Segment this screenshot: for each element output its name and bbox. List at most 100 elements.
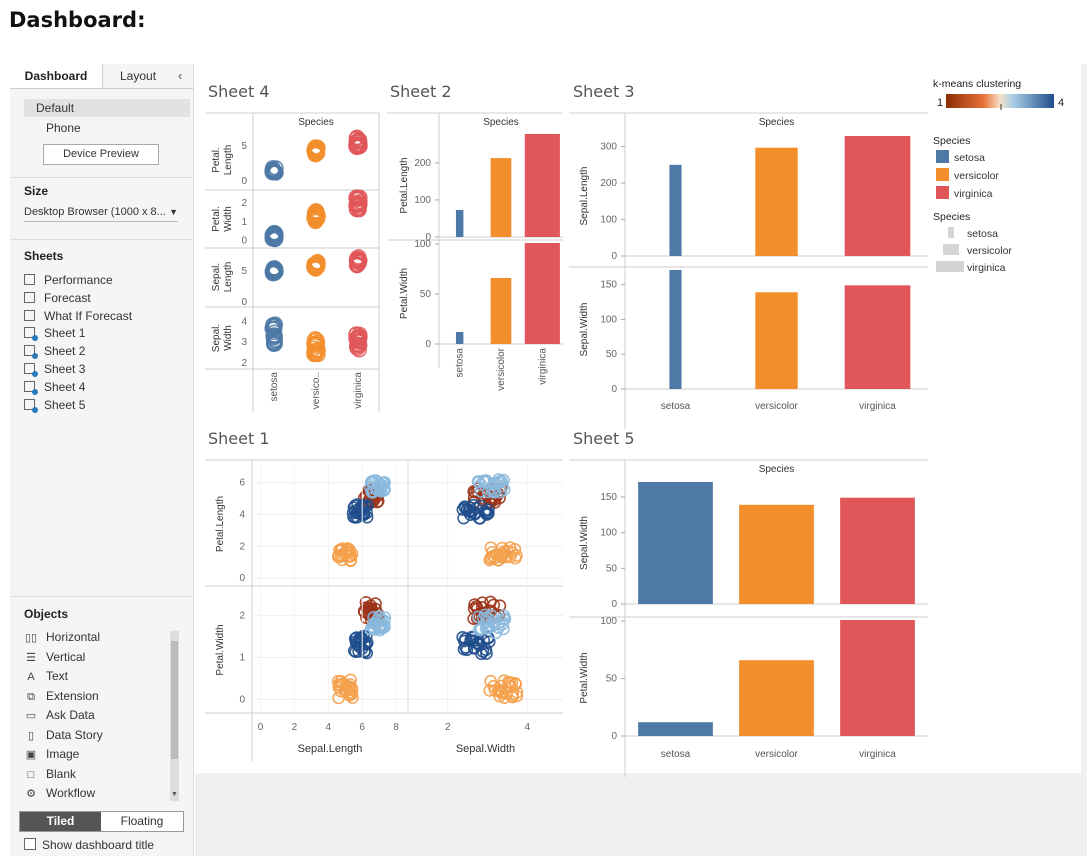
sheet-item-sheet-1[interactable]: Sheet 1 [24,325,85,342]
y-tick-label: 2 [241,358,247,369]
data-point [484,674,497,688]
size-heading: Size [24,184,49,198]
size-dropdown[interactable]: Desktop Browser (1000 x 8... ▼ [24,204,178,222]
data-point [505,676,519,689]
y-tick-label: 0 [239,694,245,705]
divider [10,177,193,178]
sheet-item-sheet-2[interactable]: Sheet 2 [24,343,85,360]
sheet1-title: Sheet 1 [208,429,270,448]
y-axis-label: Sepal.Length [579,167,590,226]
object-item-data-story[interactable]: ▯ Data Story [24,726,103,744]
data-point [335,542,349,555]
scroll-down-icon[interactable]: ▼ [171,791,178,798]
bar-setosa [638,722,713,736]
size-legend-swatch [936,261,964,272]
x-tick-label: 0 [258,722,264,733]
y-tick-label: 2 [239,610,245,621]
data-point [308,332,325,348]
data-point [506,690,519,704]
object-item-image[interactable]: ▣ Image [24,745,80,763]
object-item-ask-data[interactable]: ▭ Ask Data [24,706,95,724]
device-preview-button[interactable]: Device Preview [43,144,159,165]
bar-virginica [524,243,560,344]
data-point [265,334,282,351]
object-item-label: Text [46,669,69,683]
kmeans-max-label: 4 [1058,97,1064,109]
data-point [482,503,495,517]
y-tick-label: 0 [241,176,247,187]
object-item-extension[interactable]: ⧉ Extension [24,687,99,705]
species-header: Species [759,464,795,475]
data-point [268,263,284,280]
data-point [265,265,282,282]
y-tick-label: 5 [241,141,247,152]
size-legend-swatch [948,227,954,238]
device-phone[interactable]: Phone [46,121,81,135]
sheet-item-performance[interactable]: Performance [24,272,113,289]
sheet5-title: Sheet 5 [573,429,635,448]
sheet-item-label: Sheet 5 [44,397,86,412]
data-point [485,619,499,633]
data-point [351,341,367,358]
sheet-item-label: Sheet 4 [44,379,86,394]
object-item-workflow[interactable]: ⚙ Workflow [24,784,95,802]
tiled-button[interactable]: Tiled [20,812,101,831]
y-tick-label: 5 [241,266,247,277]
legend-swatch-setosa [936,150,949,163]
x-tick-label: 6 [359,722,365,733]
data-point [490,548,504,561]
dashboard-canvas: Sheet 4 Sheet 2 Sheet 3 Sheet 1 Sheet 5 … [195,64,1087,856]
data-point [343,685,357,699]
legend-label-setosa: setosa [954,152,985,164]
bar-setosa [669,270,682,389]
sheet-item-sheet-4[interactable]: Sheet 4 [24,379,85,396]
data-point [307,331,324,347]
bar-virginica [840,620,915,736]
collapse-icon[interactable]: ‹ [178,68,183,83]
data-point [474,478,487,492]
data-point [351,189,368,206]
y-tick-label: 150 [600,492,617,503]
y-tick-label: 3 [241,337,247,348]
tab-layout[interactable]: Layout [120,69,157,83]
legend-label-virginica: virginica [954,188,993,200]
device-default[interactable]: Default [24,99,190,117]
sheet-item-label: What If Forecast [44,308,133,323]
object-item-blank[interactable]: □ Blank [24,765,76,783]
sheet-item-sheet-3[interactable]: Sheet 3 [24,361,85,378]
y-tick-label: 2 [239,541,245,552]
y-axis-label: Petal. [211,147,222,173]
data-point [484,595,497,609]
object-item-text[interactable]: A Text [24,667,68,685]
data-point [343,543,356,556]
floating-button[interactable]: Floating [120,814,164,828]
data-point [480,647,493,660]
sheet-item-label: Performance [44,273,113,287]
tab-dashboard[interactable]: Dashboard [10,64,103,88]
y-tick-label: 4 [239,509,245,520]
object-item-vertical[interactable]: ☰ Vertical [24,648,85,666]
kmeans-color-ramp [946,94,1054,108]
data-point [457,511,470,525]
y-tick-label: 50 [606,349,618,360]
category-label: virginica [537,348,548,385]
y-axis-label: Petal.Width [215,624,226,675]
y-tick-label: 0 [611,384,617,395]
objects-scrollbar[interactable] [170,631,179,801]
scrollbar-thumb[interactable] [171,641,178,759]
object-item-label: Extension [46,688,99,703]
y-tick-label: 100 [600,616,617,627]
y-axis-label: Width [223,325,234,351]
object-item-horizontal[interactable]: ▯▯ Horizontal [24,628,100,646]
data-point [307,210,324,226]
data-point [352,194,368,210]
bar-versicolor [739,660,814,736]
sheet-item-sheet-5[interactable]: Sheet 5 [24,397,85,414]
checkbox-icon[interactable] [24,838,36,850]
y-tick-label: 100 [600,528,617,539]
show-title-checkbox[interactable]: Show dashboard title [24,838,154,852]
sheet-icon [24,398,38,413]
bar-versicolor [755,292,798,389]
sheet-item-forecast[interactable]: Forecast [24,290,91,307]
sheet-item-what-if-forecast[interactable]: What If Forecast [24,308,132,325]
